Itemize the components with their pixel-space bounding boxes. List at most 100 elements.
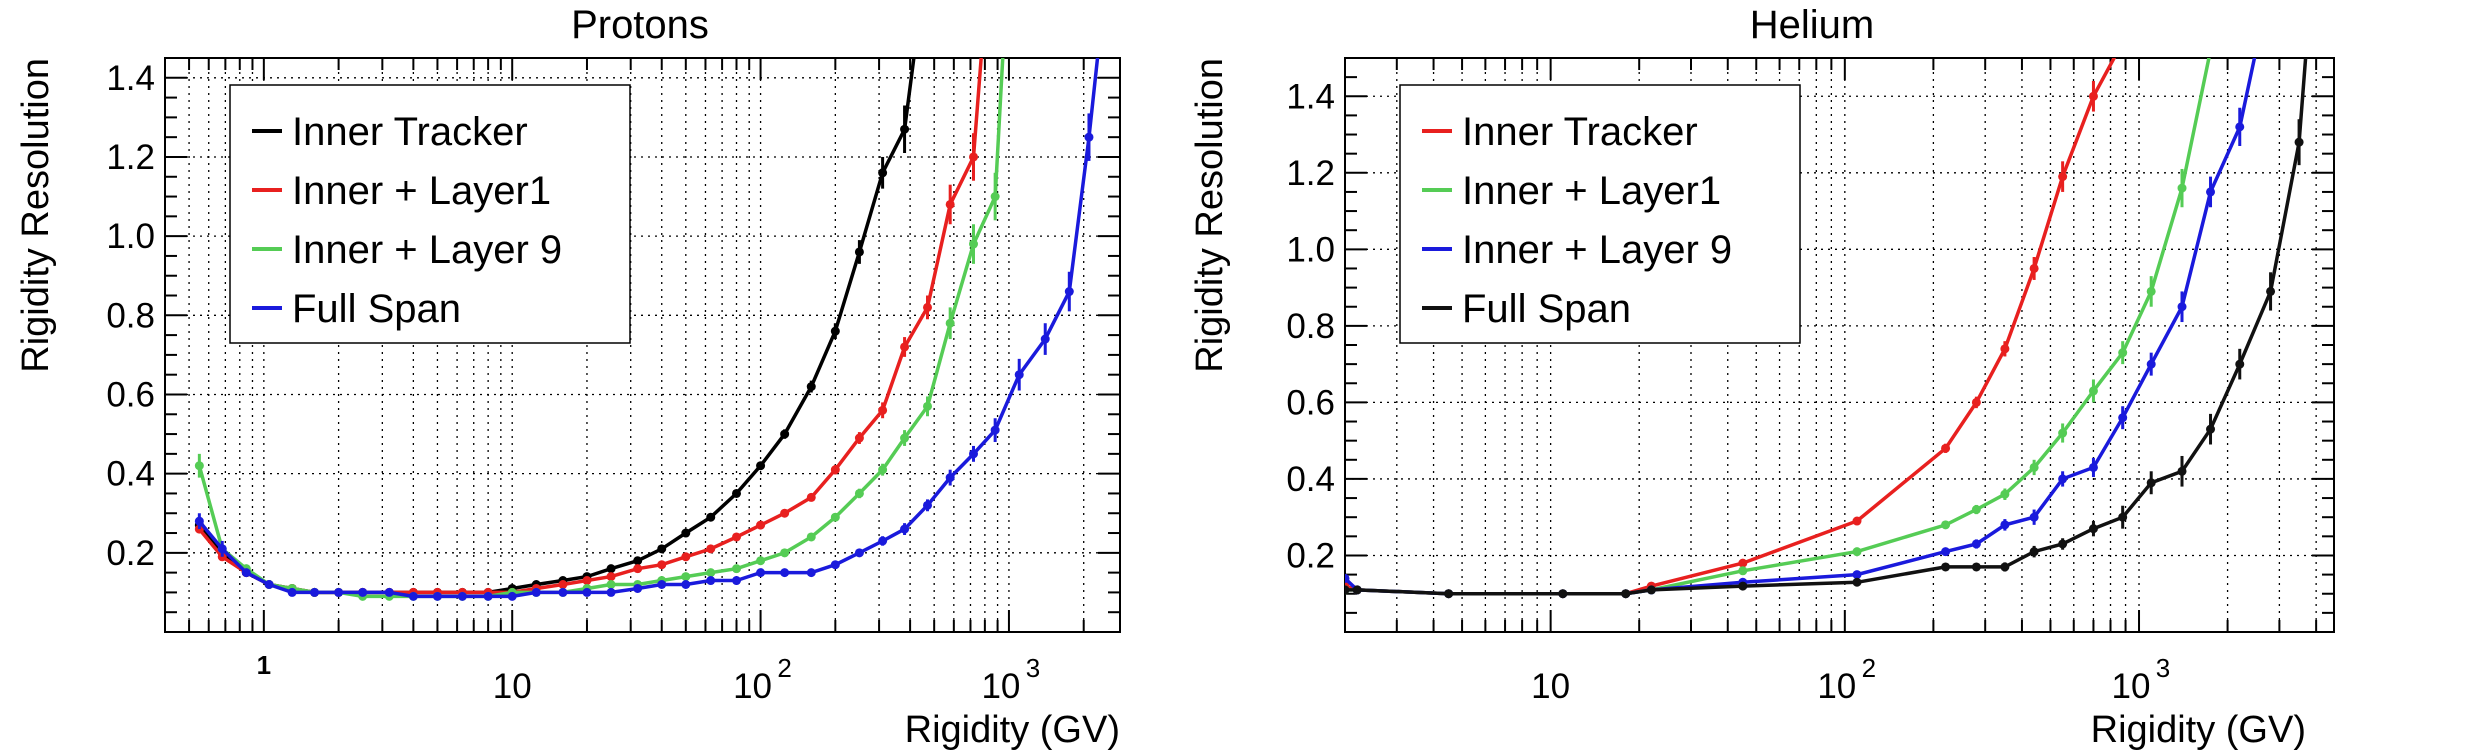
- y-tick-label: 1.4: [1286, 77, 1335, 116]
- data-point: [217, 544, 227, 554]
- data-point: [1345, 573, 1350, 583]
- data-point: [334, 587, 344, 597]
- data-point: [900, 124, 910, 134]
- data-point: [900, 433, 910, 443]
- x-tick-exponent: 2: [777, 653, 791, 683]
- data-point: [756, 556, 766, 566]
- data-point: [854, 548, 864, 558]
- data-point: [830, 465, 840, 475]
- x-tick-label: 10: [2112, 667, 2151, 706]
- data-point: [1444, 589, 1454, 599]
- data-point: [706, 544, 716, 554]
- data-point: [558, 587, 568, 597]
- data-point: [1852, 577, 1862, 587]
- data-point: [1558, 589, 1568, 599]
- legend-label: Inner + Layer1: [292, 169, 551, 213]
- data-point: [706, 576, 716, 586]
- data-point: [2177, 466, 2187, 476]
- data-point: [2029, 547, 2039, 557]
- data-point: [990, 425, 1000, 435]
- data-point: [457, 591, 467, 601]
- data-point: [922, 401, 932, 411]
- x-axis-title: Rigidity (GV): [2091, 709, 2306, 751]
- x-tick-exponent: 3: [2156, 653, 2170, 683]
- data-point: [945, 199, 955, 209]
- legend-label: Full Span: [1462, 287, 1631, 331]
- grid: [164, 58, 1120, 632]
- data-point: [264, 579, 274, 589]
- series-line: [1345, 58, 2308, 596]
- data-point: [194, 461, 204, 471]
- data-point: [945, 473, 955, 483]
- data-point: [1852, 516, 1862, 526]
- series-full-span: [194, 58, 1100, 601]
- data-point: [2118, 413, 2128, 423]
- data-point: [606, 579, 616, 589]
- series-group: [1345, 58, 2308, 599]
- data-point: [922, 302, 932, 312]
- data-point: [582, 587, 592, 597]
- x-tick-label: 10: [1531, 667, 1570, 706]
- data-point: [900, 524, 910, 534]
- data-point: [408, 591, 418, 601]
- data-point: [633, 583, 643, 593]
- y-tick-label: 1.0: [1286, 230, 1335, 269]
- y-tick-label: 0.2: [106, 534, 155, 573]
- data-point: [1941, 547, 1951, 557]
- data-point: [830, 560, 840, 570]
- data-point: [2294, 137, 2304, 147]
- data-point: [1738, 558, 1748, 568]
- x-tick-label: 10: [733, 667, 772, 706]
- data-point: [2146, 359, 2156, 369]
- data-point: [2088, 524, 2098, 534]
- legend: Inner Tracker Inner + Layer1 Inner + Layer…: [229, 84, 631, 344]
- data-point: [681, 552, 691, 562]
- data-point: [1941, 520, 1951, 530]
- data-point: [507, 591, 517, 601]
- data-point: [2146, 286, 2156, 296]
- series-group: [194, 42, 1100, 601]
- data-point: [1852, 570, 1862, 580]
- data-point: [633, 564, 643, 574]
- y-tick-label: 0.2: [1286, 536, 1335, 575]
- legend-box: [229, 84, 631, 344]
- data-point: [2206, 424, 2216, 434]
- data-point: [990, 192, 1000, 202]
- legend-label: Inner + Layer 9: [1462, 228, 1732, 272]
- data-point: [780, 429, 790, 439]
- data-point: [922, 500, 932, 510]
- data-point: [878, 465, 888, 475]
- data-point: [830, 326, 840, 336]
- data-point: [1040, 334, 1050, 344]
- data-point: [1014, 370, 1024, 380]
- data-point: [806, 568, 816, 578]
- data-point: [1941, 562, 1951, 572]
- data-point: [780, 568, 790, 578]
- data-point: [531, 587, 541, 597]
- data-point: [2000, 562, 2010, 572]
- legend-label: Inner Tracker: [1462, 110, 1698, 154]
- data-point: [900, 342, 910, 352]
- y-axis-title: Rigidity Resolution: [15, 58, 57, 373]
- data-point: [2235, 122, 2245, 132]
- data-point: [1084, 132, 1094, 142]
- data-point: [657, 544, 667, 554]
- x-tick-label: 10: [981, 667, 1020, 706]
- legend-label: Full Span: [292, 287, 461, 331]
- data-point: [2266, 286, 2276, 296]
- y-tick-label: 0.6: [1286, 383, 1335, 422]
- x-tick-exponent: 3: [1026, 653, 1040, 683]
- data-point: [2235, 359, 2245, 369]
- data-point: [756, 568, 766, 578]
- data-point: [1738, 566, 1748, 576]
- data-point: [780, 508, 790, 518]
- data-point: [2029, 263, 2039, 273]
- helium-panel: 0.20.40.60.81.01.21.410 10 2 10 3HeliumRigid…: [1189, 3, 2335, 751]
- data-point: [969, 449, 979, 459]
- data-point: [1971, 397, 1981, 407]
- data-point: [1941, 443, 1951, 453]
- y-tick-label: 1.2: [106, 138, 155, 177]
- data-point: [911, 42, 920, 51]
